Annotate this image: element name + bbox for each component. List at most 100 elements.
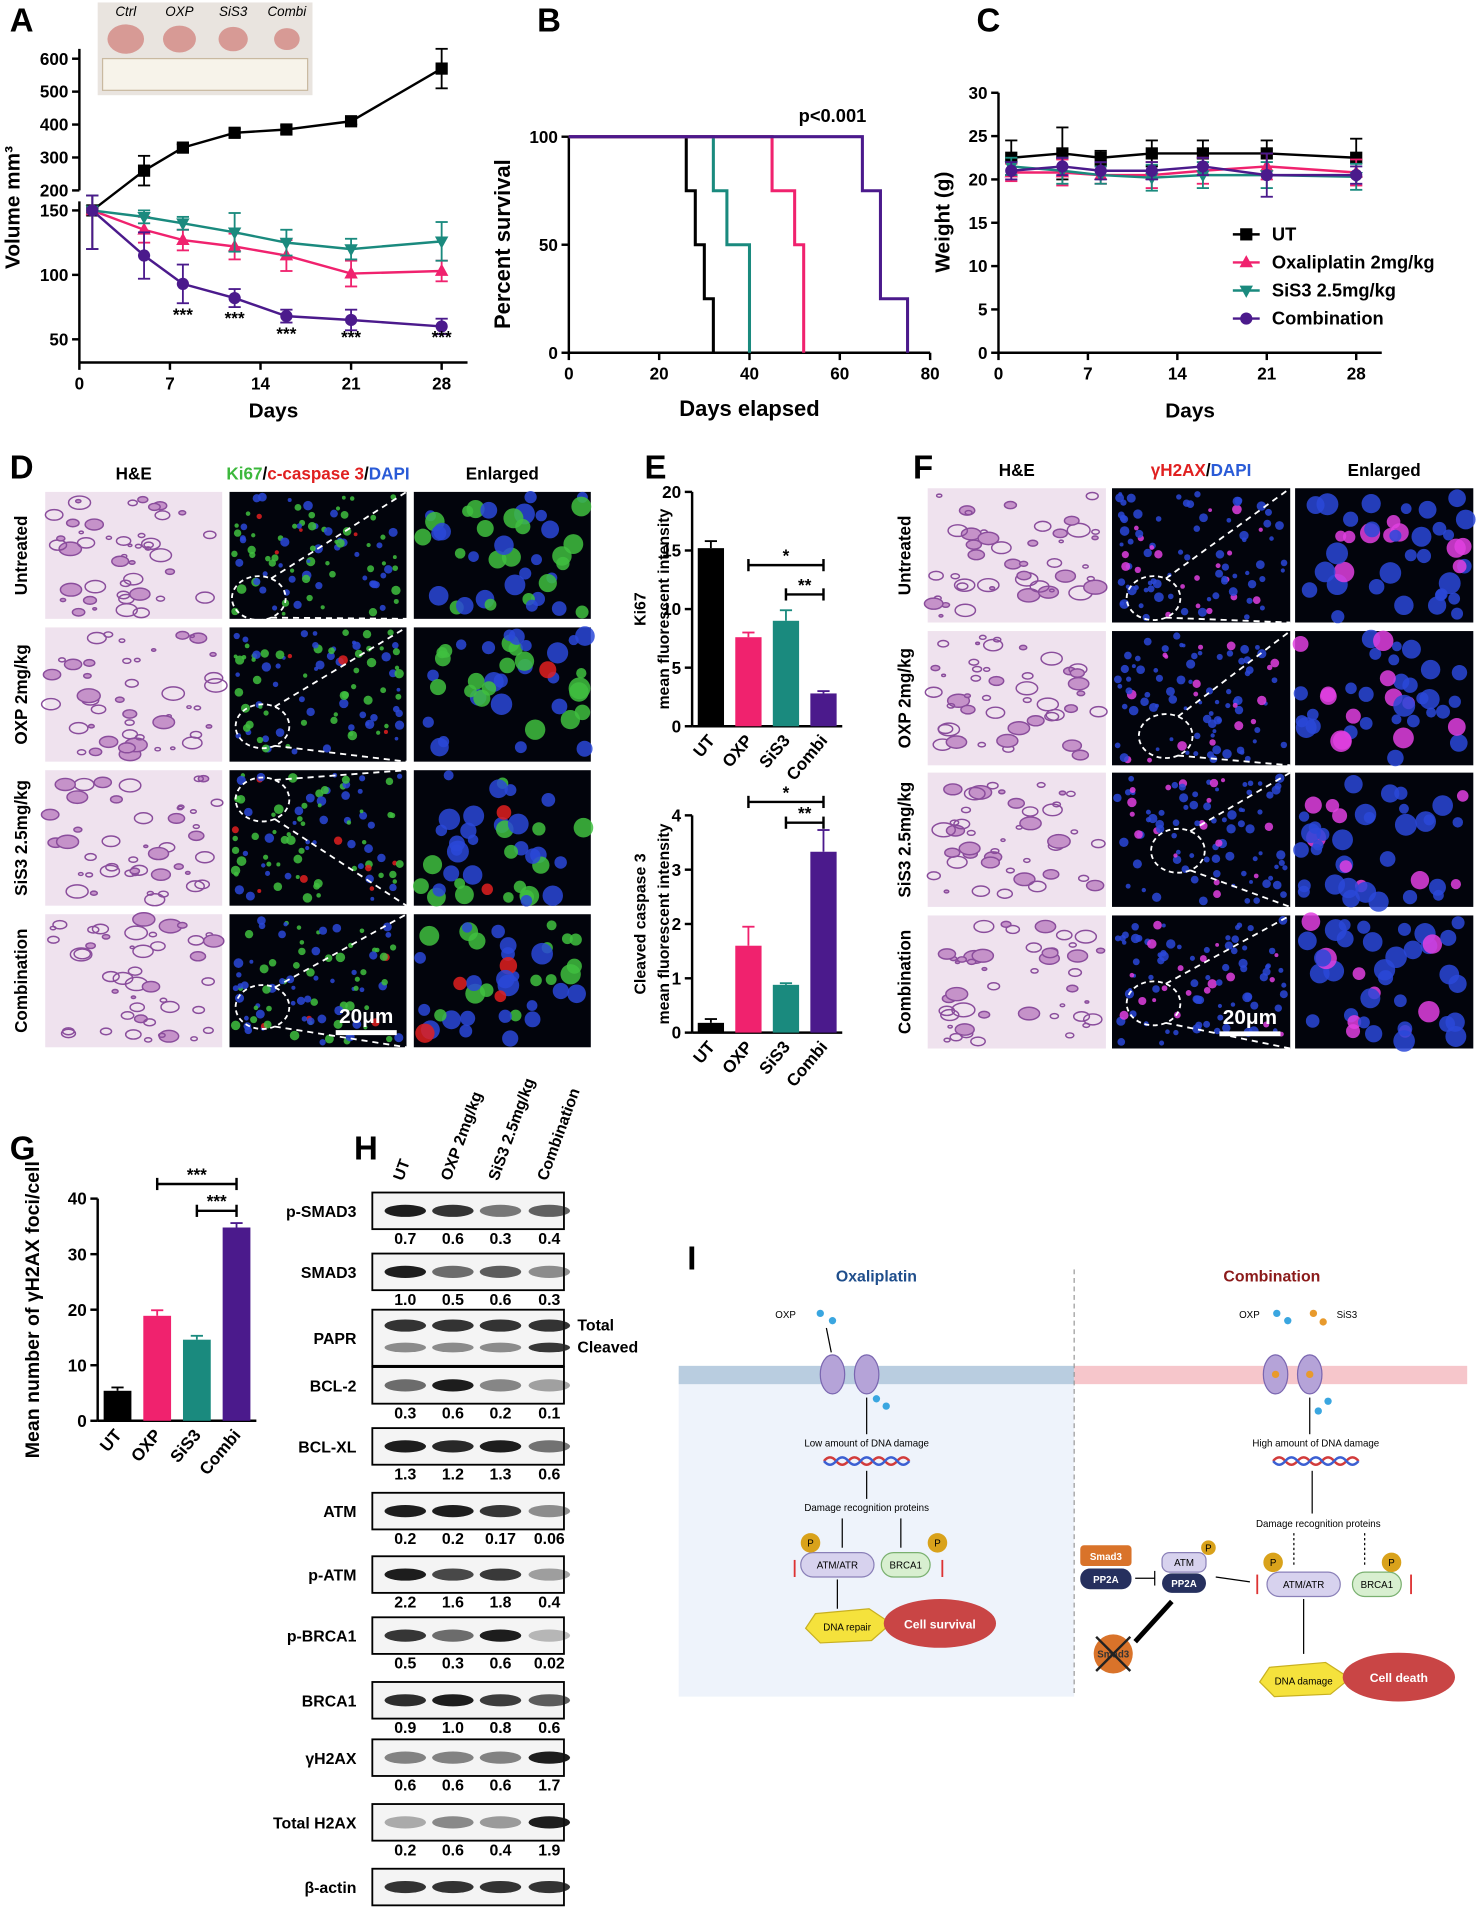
- tissue: [1068, 968, 1083, 978]
- tissue: [154, 746, 162, 752]
- tissue: [115, 603, 138, 618]
- cell: [1301, 823, 1321, 843]
- cell: [1226, 641, 1236, 651]
- cell: [300, 719, 308, 726]
- cell: [1297, 879, 1311, 893]
- header-part: DAPI: [1211, 461, 1252, 480]
- tissue: [973, 919, 995, 934]
- band: [528, 1204, 571, 1217]
- drug-label: SiS3: [1337, 1310, 1358, 1321]
- cell: [1268, 947, 1276, 955]
- cell: [1331, 610, 1345, 624]
- cell: [394, 1033, 404, 1043]
- cell: [499, 657, 516, 674]
- marker: [1005, 164, 1018, 177]
- cell: [380, 534, 386, 540]
- cell: [251, 657, 256, 662]
- tissue: [137, 495, 149, 504]
- tissue: [943, 783, 963, 796]
- cell: [1117, 1038, 1126, 1046]
- cell: [1166, 687, 1175, 696]
- tissue: [1067, 676, 1090, 691]
- transporter: [853, 1354, 880, 1395]
- significance: ***: [432, 328, 452, 347]
- cell: [450, 844, 463, 856]
- cell: [1154, 592, 1164, 603]
- cell: [291, 985, 296, 990]
- band: [432, 1440, 474, 1453]
- cell: [1253, 873, 1259, 879]
- cell: [1422, 934, 1443, 954]
- tissue: [178, 509, 187, 516]
- cell: [1169, 737, 1174, 742]
- band-quant: 0.3: [538, 1292, 560, 1309]
- x-tick-label: OXP: [719, 1038, 757, 1078]
- zoom-line: [274, 744, 407, 763]
- cell: [1213, 879, 1220, 886]
- cell: [286, 835, 296, 846]
- tissue: [122, 709, 138, 719]
- tissue: [937, 948, 957, 960]
- tissue: [83, 658, 96, 667]
- cell: [392, 879, 398, 884]
- cell: [384, 565, 393, 574]
- scale-bar-label: 20μm: [1223, 1006, 1277, 1029]
- band: [384, 1694, 427, 1707]
- band-quant: 0.3: [489, 1231, 511, 1248]
- cell: [360, 969, 367, 976]
- cell: [467, 834, 479, 846]
- cell: [459, 1024, 473, 1038]
- cell: [428, 585, 449, 606]
- band-quant: 0.5: [442, 1292, 464, 1309]
- bar: [103, 1390, 132, 1421]
- panel-label: G: [10, 1130, 36, 1167]
- cell: [233, 958, 244, 968]
- cell: [289, 568, 295, 573]
- cell: [306, 559, 311, 564]
- tissue: [977, 531, 1000, 546]
- cell: [1305, 1014, 1320, 1028]
- cell: [304, 995, 312, 1003]
- cell: [515, 519, 531, 535]
- cell: [1355, 881, 1377, 903]
- tissue: [132, 607, 150, 619]
- tissue: [133, 1014, 148, 1024]
- cell: [1212, 592, 1220, 600]
- cell: [1161, 985, 1168, 992]
- band-quant: 0.7: [394, 1231, 416, 1248]
- tissue: [949, 1032, 963, 1042]
- band: [432, 1751, 474, 1764]
- cell: [1247, 579, 1257, 589]
- cell: [287, 653, 293, 659]
- cell: [1238, 657, 1246, 665]
- band: [528, 1319, 571, 1332]
- tissue: [161, 686, 186, 701]
- cell: [318, 926, 328, 935]
- tissue: [980, 856, 1001, 869]
- tissue: [92, 606, 98, 611]
- cell: [1233, 695, 1243, 705]
- cell: [1217, 1014, 1224, 1021]
- tissue: [82, 595, 98, 605]
- cell: [1245, 666, 1254, 675]
- band: [528, 1440, 571, 1453]
- row-label: Untreated: [12, 516, 31, 596]
- tissue: [124, 925, 149, 941]
- tissue: [1090, 838, 1106, 849]
- tissue: [964, 509, 973, 516]
- tissue: [55, 535, 66, 542]
- significance: ***: [276, 325, 296, 344]
- marker: [1196, 160, 1209, 173]
- cell: [1190, 875, 1199, 884]
- y-tick-label: 50: [49, 330, 68, 349]
- cell: [1153, 668, 1159, 673]
- cell: [1269, 536, 1274, 541]
- tissue: [1066, 949, 1089, 963]
- blot-label: Total H2AX: [273, 1815, 357, 1832]
- significance: ***: [225, 309, 245, 328]
- arrow: [1133, 1599, 1174, 1644]
- cell: [1253, 897, 1260, 904]
- tissue: [69, 947, 93, 962]
- cell: [312, 641, 319, 649]
